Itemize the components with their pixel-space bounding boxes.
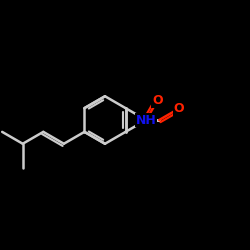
Text: NH: NH	[136, 114, 156, 126]
Text: O: O	[174, 102, 184, 115]
Text: O: O	[152, 94, 163, 107]
